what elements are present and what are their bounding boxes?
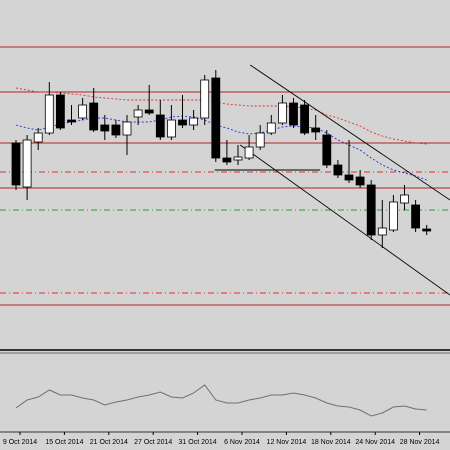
x-tick-label: 27 Oct 2014 [134, 439, 172, 446]
moving-average [15, 87, 427, 145]
candle-body [300, 104, 310, 134]
candle-body [189, 117, 199, 126]
candle-body [166, 119, 176, 138]
x-tick-label: 21 Oct 2014 [90, 439, 128, 446]
indicator-panel [15, 384, 427, 417]
candle-body [222, 157, 232, 163]
candle-body [411, 204, 421, 229]
candle-body [266, 122, 276, 134]
candle-body [322, 134, 332, 166]
candle-body [78, 104, 87, 119]
candle-body [344, 174, 354, 181]
candle-body [233, 156, 243, 161]
x-tick-label: 15 Oct 2014 [45, 439, 83, 446]
x-tick-label: 18 Nov 2014 [311, 439, 351, 446]
candle-body [22, 139, 32, 188]
candle-body [11, 142, 21, 186]
candle-body [333, 164, 343, 176]
candle-body [67, 119, 76, 123]
x-tick-label: 31 Oct 2014 [179, 439, 217, 446]
candle-body [422, 228, 432, 232]
candle-body [289, 102, 298, 126]
candle-body [133, 109, 143, 118]
candle-body [244, 146, 254, 159]
candle-body [200, 79, 210, 119]
candle-body [377, 227, 387, 236]
price-panel [0, 46, 450, 306]
x-tick-label: 24 Nov 2014 [355, 439, 395, 446]
candle-body [355, 176, 365, 186]
candle-body [178, 119, 187, 126]
candle-body [89, 102, 99, 131]
candle-body [366, 184, 376, 236]
candle-body [56, 94, 65, 129]
candle-body [100, 124, 110, 132]
candle-body [400, 194, 409, 204]
candle-body [155, 114, 165, 138]
candle-body [255, 132, 265, 148]
trend-line [249, 64, 450, 201]
candle-body [111, 124, 121, 136]
x-tick-label: 12 Nov 2014 [267, 439, 307, 446]
oscillator-line [15, 384, 427, 417]
candle-body [211, 77, 221, 159]
candle-body [144, 109, 154, 114]
x-tick-label: 9 Oct 2014 [3, 439, 37, 446]
x-tick-label: 6 Nov 2014 [224, 439, 260, 446]
moving-average [15, 115, 427, 181]
candle-body [44, 94, 54, 134]
candle-body [277, 102, 287, 124]
candle-body [311, 127, 321, 133]
candle-body [388, 201, 398, 231]
candle-body [122, 121, 132, 136]
x-tick-label: 28 Nov 2014 [400, 439, 440, 446]
candle-body [33, 132, 43, 143]
